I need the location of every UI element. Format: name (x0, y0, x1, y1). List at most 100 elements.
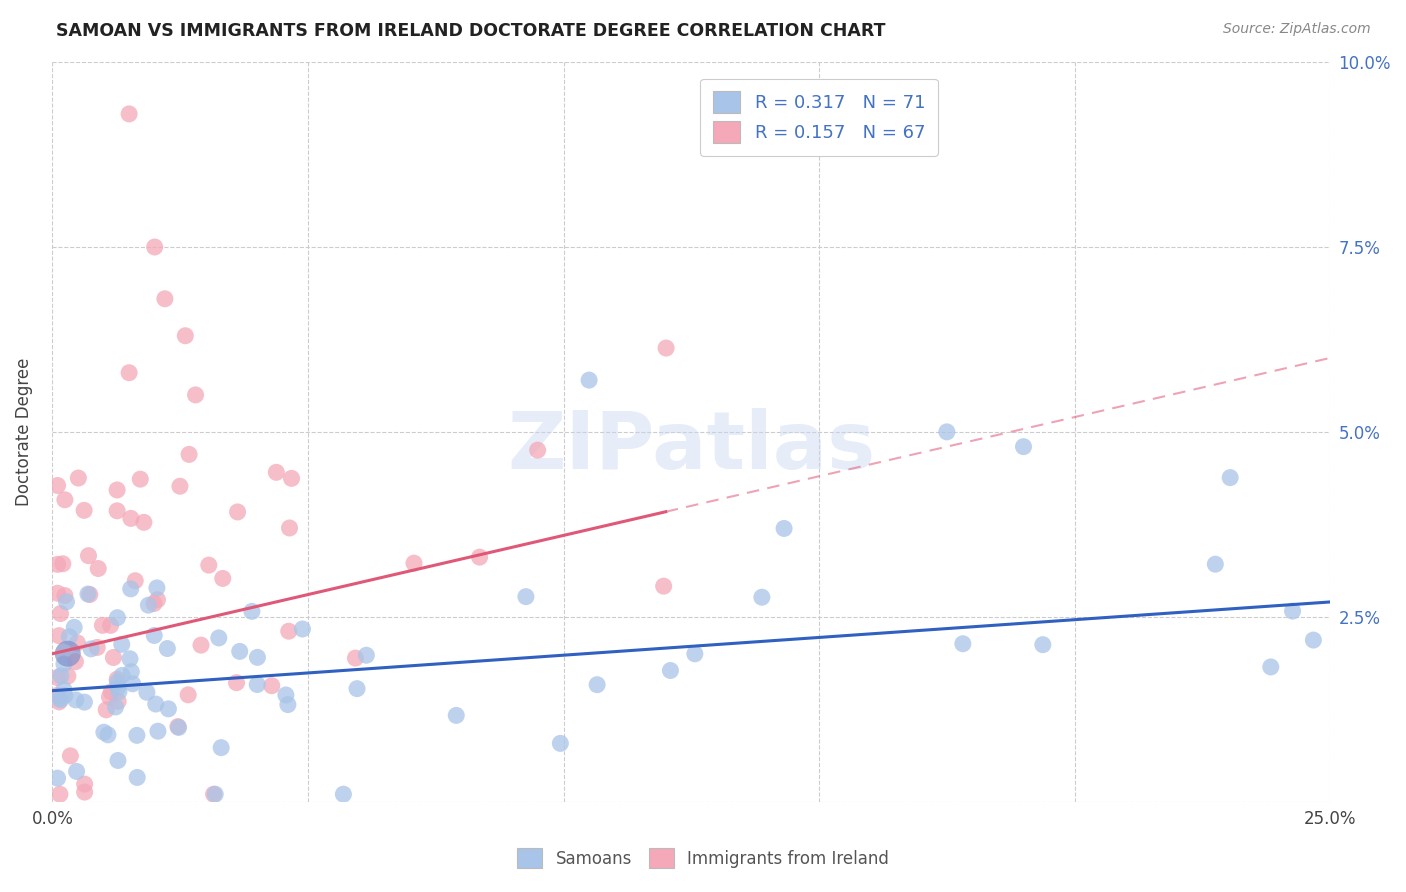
Point (49, 693, 72, 707)
Point (98, 690, 121, 704)
Point (120, 582, 142, 596)
Point (655, 341, 678, 355)
Point (156, 641, 179, 656)
Point (274, 688, 297, 702)
Point (48, 629, 70, 643)
Point (344, 651, 367, 665)
Point (228, 644, 250, 658)
Point (138, 598, 160, 612)
Point (226, 505, 249, 519)
Point (157, 702, 180, 716)
Legend: R = 0.317   N = 71, R = 0.157   N = 67: R = 0.317 N = 71, R = 0.157 N = 67 (700, 78, 938, 156)
Point (46, 586, 69, 600)
Point (73, 785, 96, 799)
Point (1281, 604, 1303, 618)
Point (46, 771, 69, 785)
Point (93, 725, 115, 739)
Point (1219, 470, 1241, 484)
Point (246, 650, 269, 665)
Point (240, 604, 263, 618)
Point (46, 558, 69, 572)
Point (73, 777, 96, 791)
Point (105, 483, 128, 497)
Point (46, 478, 69, 492)
Point (177, 688, 200, 702)
Text: Source: ZipAtlas.com: Source: ZipAtlas.com (1223, 22, 1371, 37)
Point (91, 618, 114, 632)
Point (56, 647, 79, 661)
Point (1204, 557, 1226, 571)
Point (177, 447, 200, 461)
Point (120, 665, 142, 679)
Point (53, 492, 76, 507)
Point (446, 708, 468, 723)
Point (190, 638, 212, 652)
Point (204, 787, 226, 801)
Point (73, 695, 96, 709)
Point (143, 597, 166, 611)
Point (167, 721, 190, 735)
Point (346, 681, 368, 696)
Point (208, 631, 231, 645)
Point (59, 748, 82, 763)
Point (77, 587, 100, 601)
Point (52, 557, 75, 571)
Point (46, 688, 69, 702)
Point (129, 472, 152, 486)
Point (586, 678, 609, 692)
Point (146, 592, 169, 607)
Point (111, 668, 134, 682)
Point (52, 657, 75, 671)
Point (515, 590, 537, 604)
Point (48, 690, 70, 705)
Point (49, 607, 72, 621)
Point (146, 724, 169, 739)
Point (49, 787, 72, 801)
Point (86, 640, 108, 655)
Point (107, 681, 129, 695)
Point (526, 443, 548, 458)
Point (53, 689, 76, 703)
Point (55, 595, 77, 609)
Point (80, 641, 103, 656)
Point (1302, 633, 1324, 648)
Point (135, 685, 157, 699)
Point (100, 685, 122, 699)
Point (107, 694, 129, 708)
Point (127, 771, 149, 785)
Point (209, 740, 232, 755)
Point (773, 521, 796, 535)
Point (356, 648, 378, 663)
Point (105, 610, 128, 624)
Point (952, 637, 974, 651)
Point (96, 703, 118, 717)
Point (277, 624, 299, 639)
Point (683, 647, 706, 661)
Point (105, 672, 128, 686)
Point (63, 620, 86, 634)
Point (280, 471, 302, 485)
Point (77, 549, 100, 563)
Point (97, 728, 120, 742)
Point (659, 664, 682, 678)
Point (143, 628, 166, 642)
Point (46, 671, 69, 685)
Point (118, 107, 141, 121)
Point (118, 652, 141, 666)
Point (935, 425, 957, 439)
Point (66, 636, 89, 650)
Point (751, 591, 773, 605)
Point (246, 677, 269, 691)
Text: ZIPatlas: ZIPatlas (508, 408, 876, 485)
Point (153, 292, 176, 306)
Legend: Samoans, Immigrants from Ireland: Samoans, Immigrants from Ireland (509, 839, 897, 877)
Point (79, 588, 101, 602)
Point (211, 571, 233, 585)
Y-axis label: Doctorate Degree: Doctorate Degree (15, 358, 32, 506)
Point (145, 697, 167, 711)
Point (107, 674, 129, 689)
Point (167, 720, 190, 734)
Point (52, 682, 75, 697)
Point (132, 516, 155, 530)
Point (202, 787, 225, 801)
